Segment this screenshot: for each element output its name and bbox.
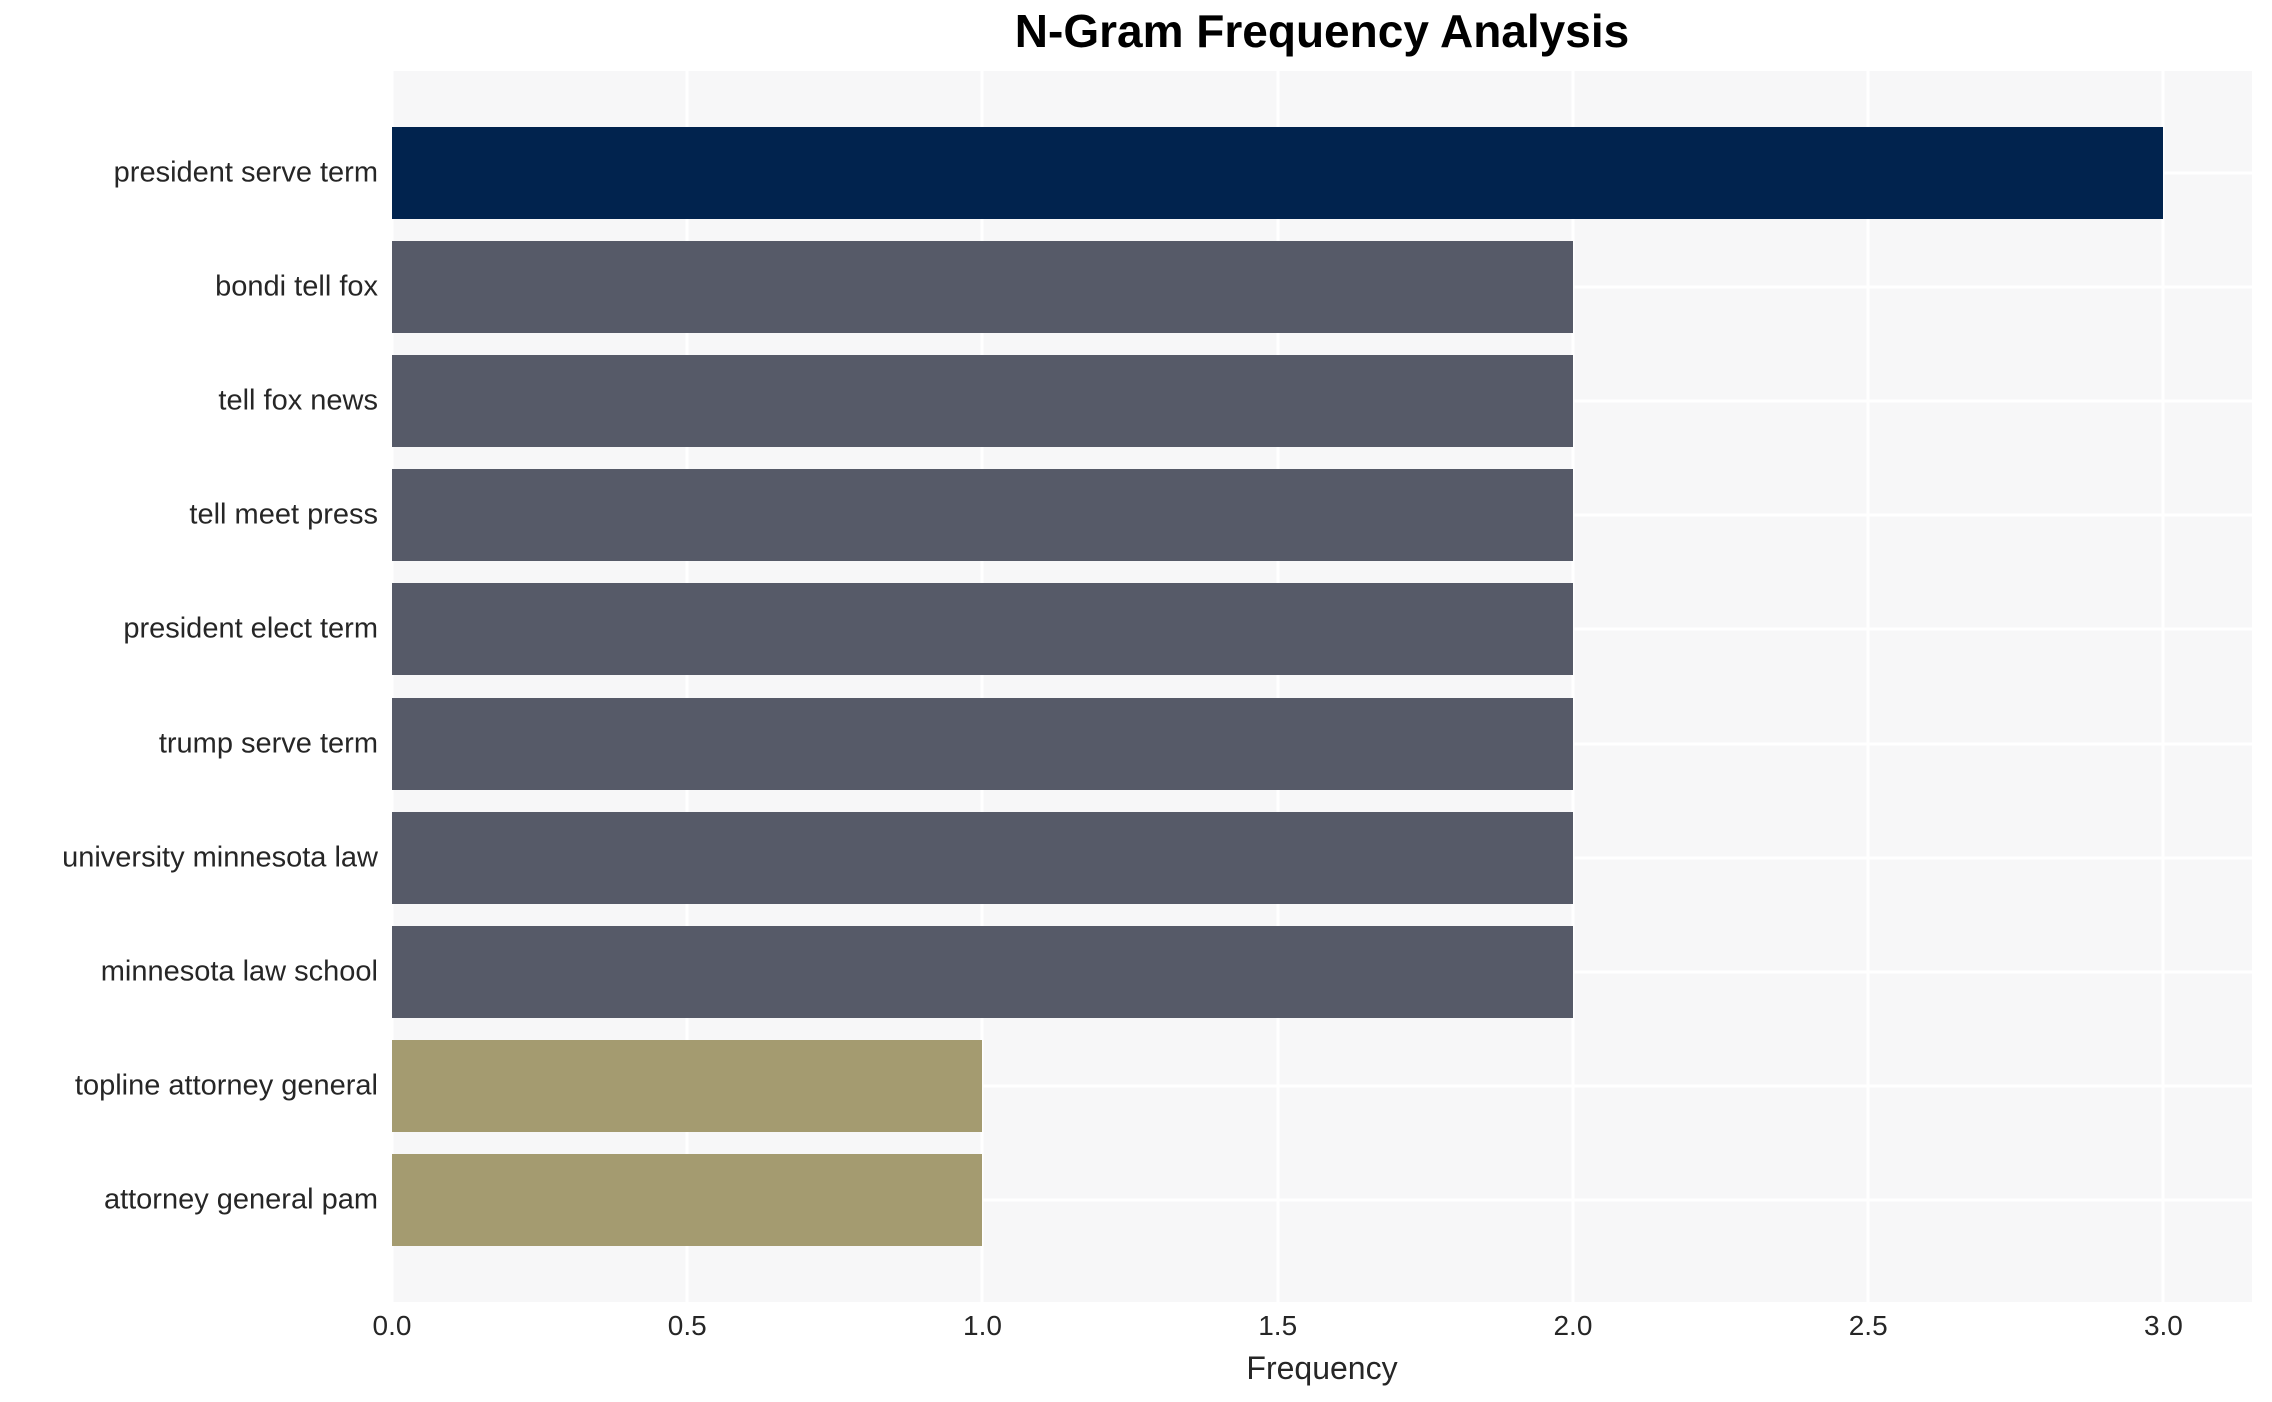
bar-topline-attorney-general	[392, 1040, 983, 1133]
x-tick-label-2.0: 2.0	[1553, 1310, 1593, 1341]
bar-president-serve-term	[392, 126, 2164, 219]
y-tick-label-university-minnesota-law: university minnesota law	[62, 841, 378, 874]
bar-attorney-general-pam	[392, 1154, 983, 1247]
y-tick-label-president-serve-term: president serve term	[113, 156, 378, 189]
gridline-x-2	[1571, 71, 1575, 1302]
gridline-x-0	[390, 71, 394, 1302]
gridline-row-8	[392, 1084, 2252, 1088]
bar-trump-serve-term	[392, 697, 1573, 790]
y-tick-label-tell-meet-press: tell meet press	[189, 498, 378, 531]
gridline-row-9	[392, 1198, 2252, 1202]
y-tick-label-trump-serve-term: trump serve term	[158, 727, 378, 760]
gridline-x-3	[2161, 71, 2165, 1302]
y-tick-label-bondi-tell-fox: bondi tell fox	[215, 270, 378, 303]
gridline-x-2.5	[1866, 71, 1870, 1302]
y-tick-label-attorney-general-pam: attorney general pam	[103, 1183, 378, 1216]
gridline-x-0.5	[685, 71, 689, 1302]
y-tick-label-topline-attorney-general: topline attorney general	[74, 1069, 378, 1102]
bar-tell-fox-news	[392, 355, 1573, 447]
bar-university-minnesota-law	[392, 811, 1573, 904]
gridline-x-1.5	[1276, 71, 1280, 1302]
x-tick-label-3.0: 3.0	[2143, 1310, 2183, 1341]
x-tick-label-0.5: 0.5	[667, 1310, 707, 1341]
y-tick-label-minnesota-law-school: minnesota law school	[100, 955, 378, 988]
bar-minnesota-law-school	[392, 926, 1573, 1018]
bar-tell-meet-press	[392, 469, 1573, 562]
y-axis-tick-labels: president serve term bondi tell fox tell f…	[0, 71, 378, 1302]
y-tick-label-tell-fox-news: tell fox news	[218, 384, 378, 417]
x-tick-label-1.5: 1.5	[1258, 1310, 1298, 1341]
y-tick-label-president-elect-term: president elect term	[123, 612, 378, 645]
x-tick-label-2.5: 2.5	[1848, 1310, 1888, 1341]
bar-president-elect-term	[392, 583, 1573, 676]
x-tick-label-0.0: 0.0	[372, 1310, 412, 1341]
plot-area	[390, 71, 2252, 1302]
gridline-x-1	[980, 71, 984, 1302]
x-tick-label-1.0: 1.0	[963, 1310, 1002, 1341]
chart-title: N-Gram Frequency Analysis	[1014, 5, 1630, 57]
bar-bondi-tell-fox	[392, 240, 1573, 333]
x-axis-label: Frequency	[1246, 1350, 1398, 1386]
